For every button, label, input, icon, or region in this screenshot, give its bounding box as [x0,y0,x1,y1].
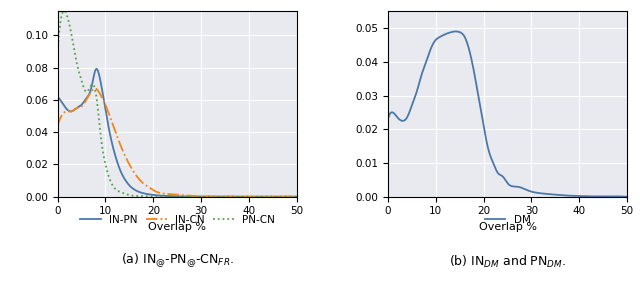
IN-CN [97,93,104,96]
DM [525,189,533,193]
IN-CN [54,124,61,127]
IN-CN [214,195,221,198]
Line: DM: DM [388,31,627,197]
IN-CN [195,195,203,198]
DM [426,49,434,52]
Text: (a) $\mathrm{IN}_{@}$-$\mathrm{PN}_{@}$-$\mathrm{CN}_{FR}$.: (a) $\mathrm{IN}_{@}$-$\mathrm{PN}_{@}$-… [121,251,234,270]
IN-CN [163,192,170,196]
DM [564,194,572,197]
PN-CN [54,50,61,53]
IN-PN [116,167,124,170]
DM [384,117,392,121]
PN-CN [163,195,170,198]
DM [623,195,631,198]
IN-CN [234,195,242,198]
PN-CN [196,195,204,198]
X-axis label: Overlap %: Overlap % [479,222,536,232]
PN-CN [293,195,301,198]
Line: IN-PN: IN-PN [58,69,297,197]
PN-CN [97,131,104,134]
IN-PN [54,95,61,98]
IN-CN [92,87,99,90]
Line: IN-CN: IN-CN [58,89,297,197]
Legend: DM: DM [481,210,535,229]
Legend: IN-PN, IN-CN, PN-CN: IN-PN, IN-CN, PN-CN [76,210,279,229]
PN-CN [60,9,68,12]
PN-CN [235,195,243,198]
IN-PN [235,195,243,198]
IN-CN [293,195,301,198]
DM [445,31,453,34]
Text: (b) $\mathrm{IN}_{DM}$ and $\mathrm{PN}_{DM}$.: (b) $\mathrm{IN}_{DM}$ and $\mathrm{PN}_… [449,254,566,270]
PN-CN [173,195,181,198]
X-axis label: Overlap %: Overlap % [148,222,206,232]
IN-PN [293,195,301,198]
IN-PN [93,67,100,71]
PN-CN [116,190,124,193]
IN-PN [97,79,104,82]
IN-PN [163,194,170,198]
IN-PN [221,195,229,198]
DM [544,192,552,196]
PN-CN [214,195,222,198]
IN-PN [214,195,221,198]
DM [452,30,460,33]
IN-CN [246,195,253,198]
DM [493,169,500,173]
IN-CN [116,141,124,144]
Line: PN-CN: PN-CN [58,11,297,197]
IN-PN [195,195,203,198]
